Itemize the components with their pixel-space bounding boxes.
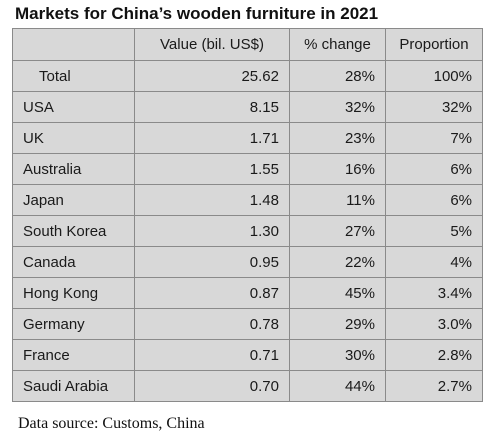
change-cell: 44% <box>289 370 386 402</box>
proportion-cell: 2.7% <box>385 370 483 402</box>
proportion-cell: 3.0% <box>385 308 483 340</box>
table-row: Japan 1.48 11% 6% <box>12 184 483 216</box>
change-cell: 28% <box>289 60 386 92</box>
proportion-cell: 6% <box>385 184 483 216</box>
value-cell: 1.55 <box>134 153 290 185</box>
value-cell: 1.30 <box>134 215 290 247</box>
table-row: Canada 0.95 22% 4% <box>12 246 483 278</box>
value-cell: 25.62 <box>134 60 290 92</box>
change-cell: 11% <box>289 184 386 216</box>
value-cell: 0.87 <box>134 277 290 309</box>
value-cell: 1.71 <box>134 122 290 154</box>
market-cell: Hong Kong <box>12 277 135 309</box>
change-cell: 22% <box>289 246 386 278</box>
proportion-cell: 5% <box>385 215 483 247</box>
table-row: Saudi Arabia 0.70 44% 2.7% <box>12 370 483 402</box>
column-header-value: Value (bil. US$) <box>134 28 290 61</box>
value-cell: 0.70 <box>134 370 290 402</box>
value-cell: 0.71 <box>134 339 290 371</box>
value-cell: 1.48 <box>134 184 290 216</box>
market-cell: Japan <box>12 184 135 216</box>
proportion-cell: 32% <box>385 91 483 123</box>
change-cell: 29% <box>289 308 386 340</box>
table-row: Australia 1.55 16% 6% <box>12 153 483 185</box>
proportion-cell: 3.4% <box>385 277 483 309</box>
proportion-cell: 7% <box>385 122 483 154</box>
column-header-market <box>12 28 135 61</box>
market-cell: Canada <box>12 246 135 278</box>
market-cell: Germany <box>12 308 135 340</box>
proportion-cell: 2.8% <box>385 339 483 371</box>
change-cell: 30% <box>289 339 386 371</box>
column-header-change: % change <box>289 28 386 61</box>
value-cell: 8.15 <box>134 91 290 123</box>
value-cell: 0.78 <box>134 308 290 340</box>
proportion-cell: 4% <box>385 246 483 278</box>
market-cell: UK <box>12 122 135 154</box>
table-row: USA 8.15 32% 32% <box>12 91 483 123</box>
table-header-row: Value (bil. US$) % change Proportion <box>12 28 483 61</box>
column-header-proportion: Proportion <box>385 28 483 61</box>
data-source-note: Data source: Customs, China <box>18 415 205 432</box>
change-cell: 27% <box>289 215 386 247</box>
market-cell: Saudi Arabia <box>12 370 135 402</box>
market-cell: France <box>12 339 135 371</box>
change-cell: 45% <box>289 277 386 309</box>
table-row: France 0.71 30% 2.8% <box>12 339 483 371</box>
value-cell: 0.95 <box>134 246 290 278</box>
market-cell: Australia <box>12 153 135 185</box>
market-cell: Total <box>12 60 135 92</box>
change-cell: 16% <box>289 153 386 185</box>
proportion-cell: 100% <box>385 60 483 92</box>
table-title: Markets for China’s wooden furniture in … <box>15 4 379 23</box>
table-row: South Korea 1.30 27% 5% <box>12 215 483 247</box>
table-body: Total 25.62 28% 100% USA 8.15 32% 32% UK 1.71 23% 7… <box>12 60 483 402</box>
markets-table: Value (bil. US$) % change Proportion Tot… <box>12 28 483 402</box>
table-row: Hong Kong 0.87 45% 3.4% <box>12 277 483 309</box>
market-cell: South Korea <box>12 215 135 247</box>
change-cell: 23% <box>289 122 386 154</box>
proportion-cell: 6% <box>385 153 483 185</box>
change-cell: 32% <box>289 91 386 123</box>
markets-table-container: Value (bil. US$) % change Proportion Tot… <box>12 28 483 402</box>
table-row: Total 25.62 28% 100% <box>12 60 483 92</box>
table-row: UK 1.71 23% 7% <box>12 122 483 154</box>
table-row: Germany 0.78 29% 3.0% <box>12 308 483 340</box>
market-cell: USA <box>12 91 135 123</box>
